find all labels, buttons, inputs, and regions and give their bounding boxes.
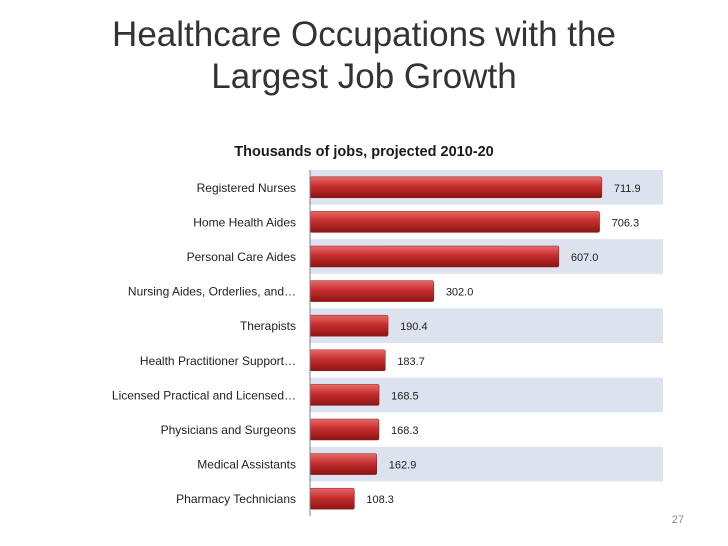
category-label: Therapists [240, 319, 296, 333]
bar [309, 245, 560, 268]
bar [309, 211, 600, 233]
category-label: Health Practitioner Support… [140, 354, 296, 368]
category-label: Registered Nurses [197, 181, 296, 195]
data-label: 162.9 [389, 460, 417, 472]
bar [309, 349, 386, 372]
bar [309, 384, 380, 406]
data-label: 108.3 [366, 494, 394, 506]
data-label: 190.4 [400, 321, 428, 333]
bar [309, 418, 380, 441]
data-label: 607.0 [571, 252, 599, 264]
bar [309, 280, 435, 302]
slide-title-line2: Largest Job Growth [211, 57, 517, 96]
slide-title-line1: Healthcare Occupations with the [112, 15, 616, 54]
slide-number: 27 [671, 514, 684, 526]
data-label: 168.3 [391, 425, 419, 437]
data-label: 183.7 [397, 356, 425, 368]
category-label: Personal Care Aides [187, 250, 296, 264]
data-label: 168.5 [391, 390, 419, 402]
data-label: 706.3 [612, 217, 640, 229]
category-label: Pharmacy Technicians [176, 492, 296, 506]
category-label: Licensed Practical and Licensed… [112, 388, 296, 402]
bar [309, 487, 355, 510]
slide-title: Healthcare Occupations with the Largest … [60, 14, 668, 98]
bar [309, 453, 378, 475]
bar [309, 176, 603, 199]
bar [309, 314, 389, 337]
category-label: Nursing Aides, Orderlies, and… [128, 285, 296, 299]
category-label: Physicians and Surgeons [161, 423, 296, 437]
chart-title: Thousands of jobs, projected 2010-20 [234, 144, 494, 160]
data-label: 711.9 [614, 183, 641, 195]
data-label: 302.0 [446, 287, 474, 299]
category-label: Home Health Aides [193, 215, 296, 229]
category-label: Medical Assistants [197, 458, 296, 472]
